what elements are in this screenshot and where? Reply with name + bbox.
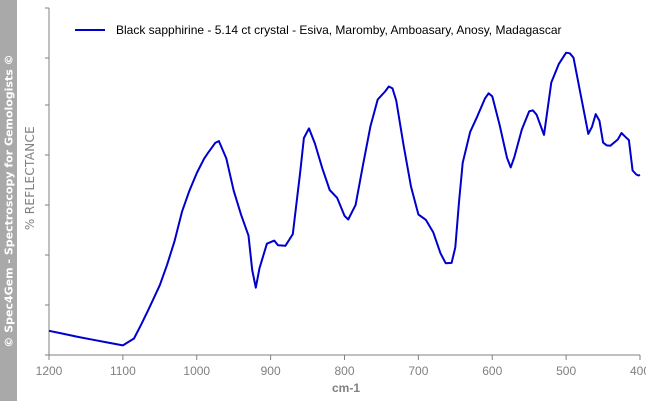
x-axis-label: cm-1 <box>332 381 360 395</box>
x-tick-label-1000: 1000 <box>183 364 210 378</box>
x-ticks: 1200 1100 1000 900 800 700 600 500 400 <box>36 355 646 378</box>
watermark-band: © Spec4Gem - Spectroscopy for Gemologist… <box>0 0 17 401</box>
legend: Black sapphirine - 5.14 ct crystal - Esi… <box>75 23 562 37</box>
x-tick-label-700: 700 <box>408 364 428 378</box>
x-tick-label-400: 400 <box>630 364 646 378</box>
series-layer <box>48 51 641 347</box>
x-tick-label-800: 800 <box>334 364 354 378</box>
x-tick-label-900: 900 <box>261 364 281 378</box>
legend-label-0: Black sapphirine - 5.14 ct crystal - Esi… <box>116 23 562 37</box>
axes <box>45 7 640 356</box>
x-tick-label-1200: 1200 <box>36 364 63 378</box>
x-tick-label-600: 600 <box>482 364 502 378</box>
x-tick-label-500: 500 <box>556 364 576 378</box>
x-tick-label-1100: 1100 <box>110 364 136 378</box>
series-line-0 <box>48 51 641 347</box>
